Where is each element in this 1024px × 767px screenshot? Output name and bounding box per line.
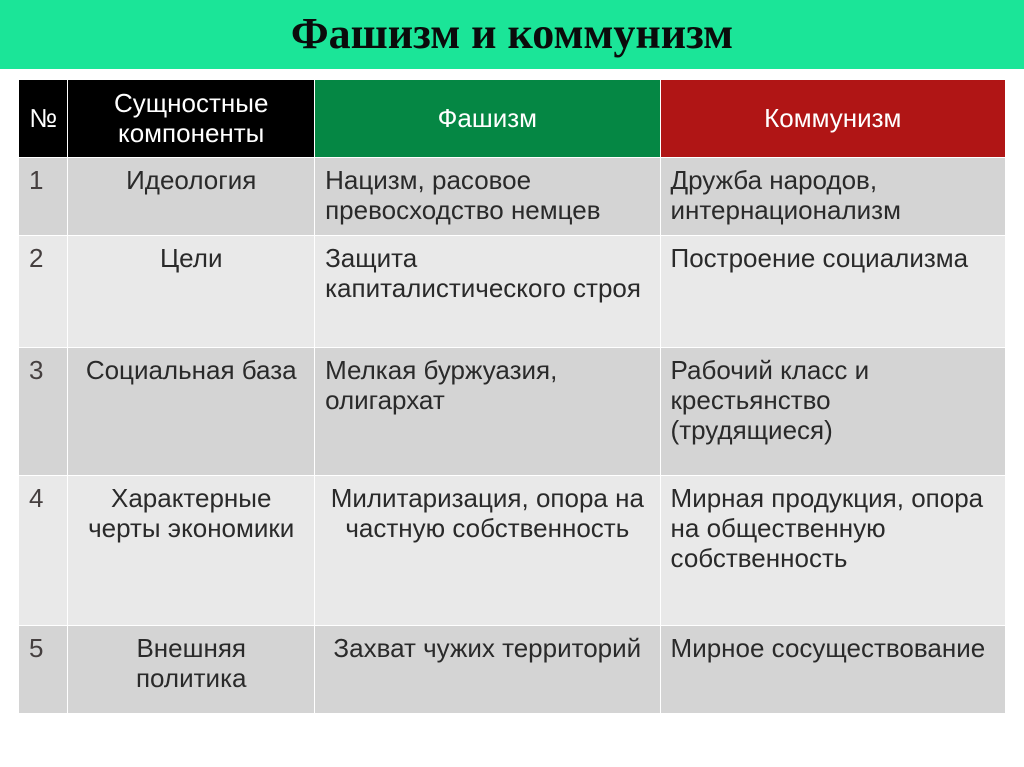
table-row: 3 Социальная база Мелкая буржуазия, олиг…	[19, 348, 1006, 476]
cell-communism: Рабочий класс и крестьянство (трудящиеся…	[660, 348, 1005, 476]
cell-communism: Дружба народов, интернационализм	[660, 158, 1005, 236]
cell-fascism: Захват чужих территорий	[315, 626, 660, 714]
cell-number: 1	[19, 158, 68, 236]
header-communism: Коммунизм	[660, 80, 1005, 158]
cell-number: 5	[19, 626, 68, 714]
cell-fascism: Защита капиталистического строя	[315, 236, 660, 348]
cell-communism: Мирная продукция, опора на общественную …	[660, 476, 1005, 626]
page-title: Фашизм и коммунизм	[0, 8, 1024, 59]
cell-fascism: Мелкая буржуазия, олигархат	[315, 348, 660, 476]
table-row: 2 Цели Защита капиталистического строя П…	[19, 236, 1006, 348]
cell-number: 4	[19, 476, 68, 626]
comparison-table: № Сущностные компоненты Фашизм Коммунизм…	[18, 79, 1006, 714]
table-header-row: № Сущностные компоненты Фашизм Коммунизм	[19, 80, 1006, 158]
cell-fascism: Нацизм, расовое превосходство немцев	[315, 158, 660, 236]
cell-fascism: Милитаризация, опора на частную собствен…	[315, 476, 660, 626]
table-row: 1 Идеология Нацизм, расовое превосходств…	[19, 158, 1006, 236]
cell-component: Характерные черты экономики	[68, 476, 315, 626]
cell-component: Внешняя политика	[68, 626, 315, 714]
cell-number: 2	[19, 236, 68, 348]
table-row: 5 Внешняя политика Захват чужих территор…	[19, 626, 1006, 714]
cell-communism: Построение социализма	[660, 236, 1005, 348]
header-fascism: Фашизм	[315, 80, 660, 158]
slide: Фашизм и коммунизм № Сущностные компонен…	[0, 0, 1024, 767]
table-row: 4 Характерные черты экономики Милитариза…	[19, 476, 1006, 626]
cell-communism: Мирное сосуществование	[660, 626, 1005, 714]
cell-component: Цели	[68, 236, 315, 348]
title-band: Фашизм и коммунизм	[0, 0, 1024, 69]
cell-component: Идеология	[68, 158, 315, 236]
cell-number: 3	[19, 348, 68, 476]
header-number: №	[19, 80, 68, 158]
table-container: № Сущностные компоненты Фашизм Коммунизм…	[0, 69, 1024, 714]
cell-component: Социальная база	[68, 348, 315, 476]
header-components: Сущностные компоненты	[68, 80, 315, 158]
